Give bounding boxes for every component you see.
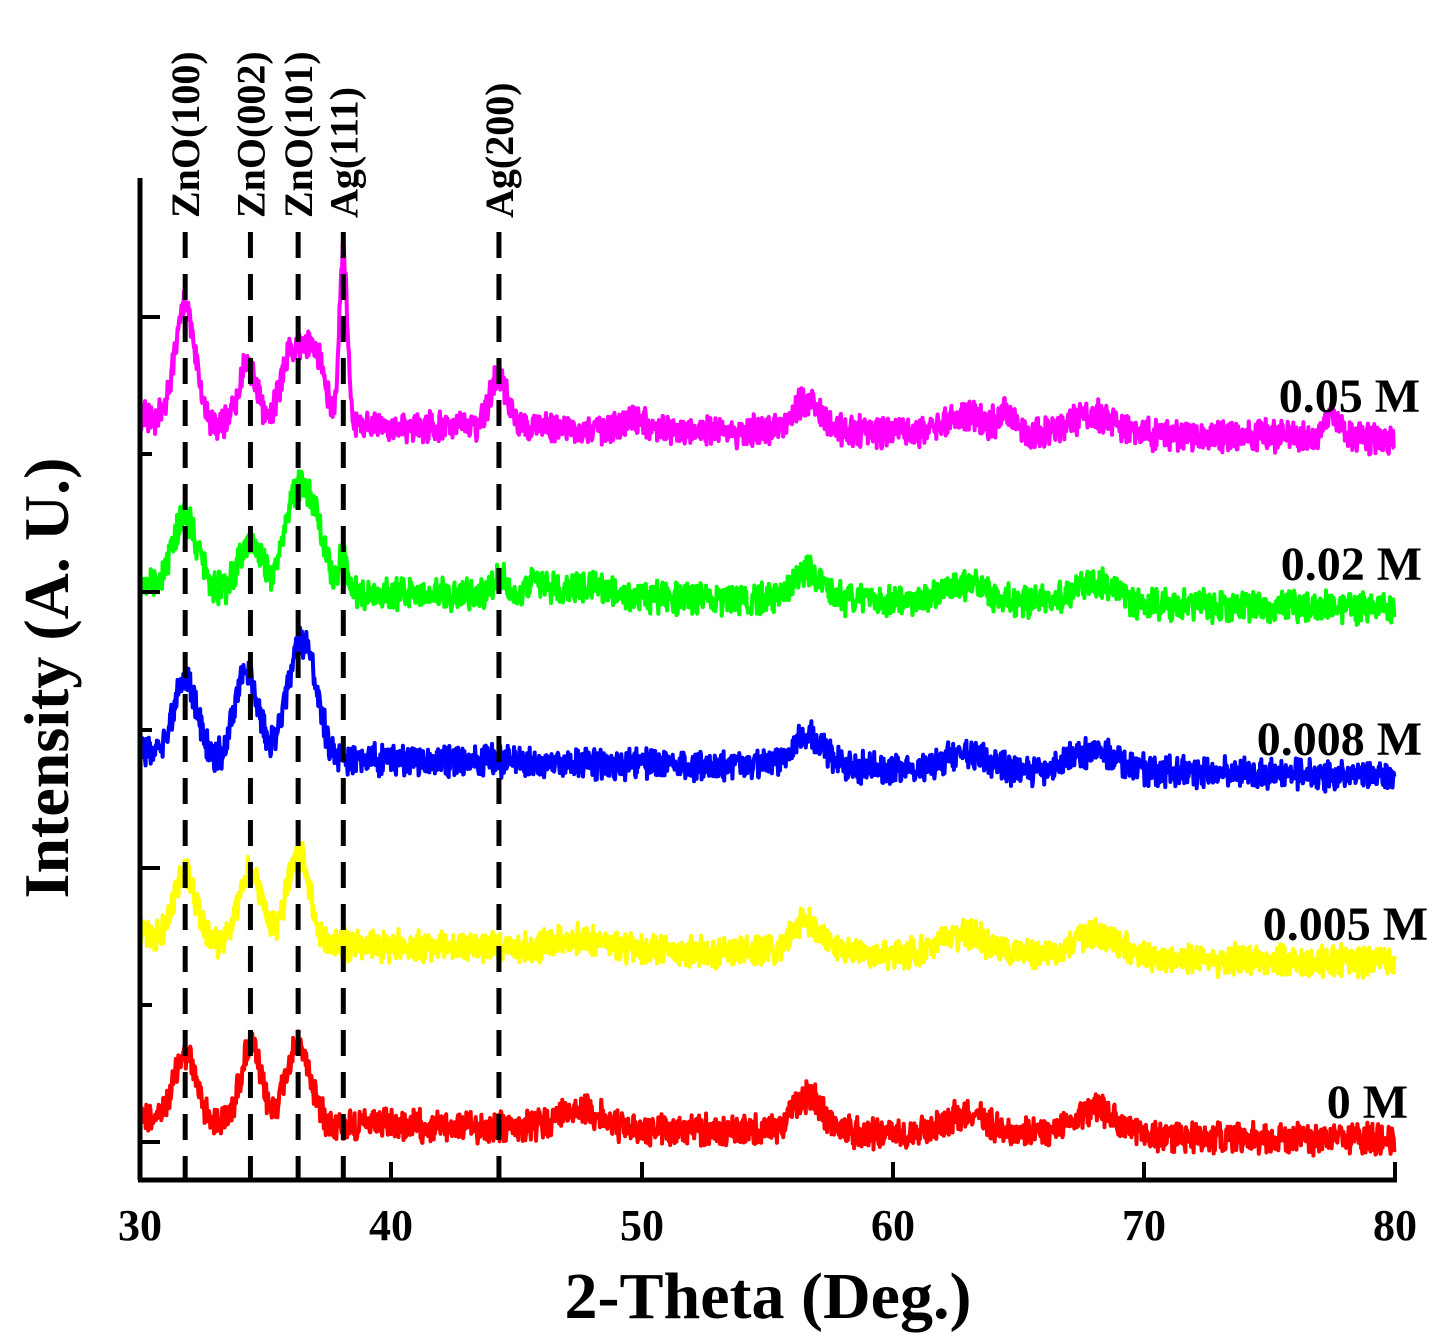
x-tick-label: 50 <box>620 1201 664 1250</box>
series-label: 0 M <box>1327 1076 1408 1129</box>
peak-marker-label: ZnO(100) <box>163 51 208 218</box>
y-ticks <box>140 315 160 1144</box>
peak-marker-label: ZnO(101) <box>276 51 321 218</box>
peak-markers: ZnO(100) ZnO(002) ZnO(101) Ag(111) Ag(200) <box>163 51 522 1180</box>
x-tick-label: 40 <box>369 1201 413 1250</box>
x-tick-label: 80 <box>1373 1201 1417 1250</box>
x-axis-title: 2-Theta (Deg.) <box>565 1260 972 1333</box>
peak-marker-label: Ag(200) <box>477 82 522 218</box>
series-line-2 <box>138 625 1397 794</box>
series-label: 0.008 M <box>1257 713 1422 766</box>
series-line-0 <box>138 1029 1397 1158</box>
series-line-1 <box>138 838 1397 980</box>
x-tick-label: 70 <box>1122 1201 1166 1250</box>
axes <box>137 178 1397 1183</box>
x-tick-label: 30 <box>118 1201 162 1250</box>
y-axis-title: Intensity (A. U.) <box>11 458 82 899</box>
x-tick-label: 60 <box>871 1201 915 1250</box>
series-label: 0.05 M <box>1279 370 1420 423</box>
series-labels: 0 M 0.005 M 0.008 M 0.02 M 0.05 M <box>1257 370 1428 1129</box>
plot-area <box>138 241 1397 1158</box>
series-label: 0.02 M <box>1281 538 1422 591</box>
x-ticks: 30 40 50 60 70 80 <box>118 1162 1417 1250</box>
peak-marker-label: ZnO(002) <box>228 51 273 218</box>
series-line-4 <box>138 241 1396 457</box>
series-line-3 <box>138 469 1397 627</box>
peak-marker-label: Ag(111) <box>321 87 366 218</box>
series-label: 0.005 M <box>1263 898 1428 951</box>
